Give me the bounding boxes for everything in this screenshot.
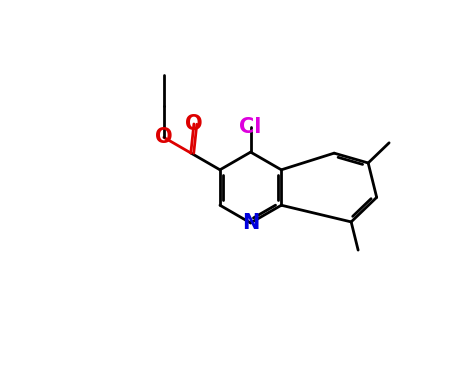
- Text: N: N: [242, 213, 259, 233]
- Text: Cl: Cl: [240, 117, 262, 137]
- Text: O: O: [155, 128, 173, 147]
- Text: O: O: [185, 114, 203, 134]
